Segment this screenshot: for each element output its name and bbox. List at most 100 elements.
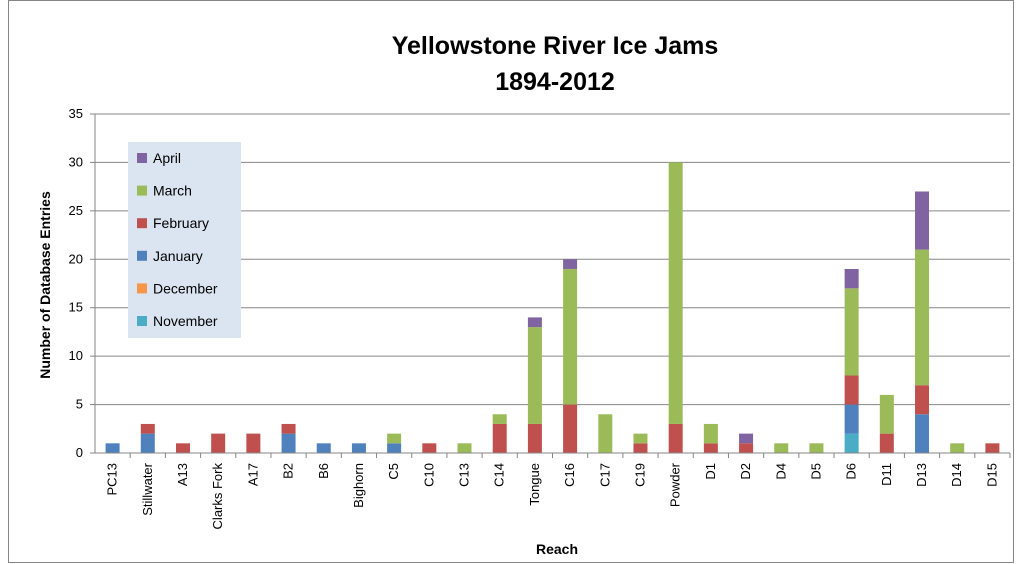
bar-segment [879, 433, 894, 453]
x-tick-label: D5 [808, 463, 823, 480]
bar-segment [668, 162, 683, 424]
bar-segment [633, 443, 648, 453]
x-tick-label: C19 [632, 463, 647, 487]
bar-segment [527, 327, 542, 424]
x-tick-label: D2 [738, 463, 753, 480]
legend-label: March [153, 183, 192, 199]
legend-label: January [153, 248, 203, 264]
bar-segment [563, 259, 578, 269]
x-tick-label: B2 [281, 463, 296, 479]
y-axis-title: Number of Database Entries [37, 191, 53, 379]
chart-title-line-2: 1894-2012 [495, 68, 615, 96]
bar-segment [844, 375, 859, 405]
bar-segment [844, 268, 859, 289]
x-tick-label: C16 [562, 463, 577, 487]
bar-segment [703, 443, 718, 453]
x-tick-label: C17 [597, 463, 612, 487]
bar-segment [281, 423, 296, 434]
bar-segment [703, 423, 718, 444]
legend-label: November [153, 313, 218, 329]
bar-segment [739, 433, 754, 444]
bar-segment [387, 433, 402, 444]
bar-segment [950, 443, 965, 453]
x-axis-title: Reach [536, 541, 578, 557]
x-tick-label: D15 [984, 463, 999, 487]
x-tick-label: C14 [492, 463, 507, 487]
bar-segment [598, 414, 613, 453]
bar-segment [563, 404, 578, 453]
bar-segment [140, 423, 155, 434]
x-tick-label: A17 [245, 463, 260, 486]
legend-swatch [137, 316, 147, 326]
bar-segment [844, 288, 859, 376]
y-tick-label: 30 [69, 154, 83, 169]
bar-segment [774, 443, 789, 453]
x-tick-label: D11 [879, 463, 894, 486]
y-tick-label: 35 [69, 106, 83, 121]
bar-segment [915, 249, 930, 386]
x-tick-label: D14 [949, 463, 964, 487]
y-tick-label: 25 [69, 203, 83, 218]
x-tick-label: Powder [668, 462, 683, 507]
x-tick-label: B6 [316, 463, 331, 479]
legend-swatch [137, 218, 147, 229]
bar-segment [316, 443, 331, 453]
chart-title-line-1: Yellowstone River Ice Jams [392, 32, 719, 60]
bar-segment [844, 433, 859, 453]
bar-segment [633, 433, 648, 444]
x-tick-label: A13 [175, 463, 190, 486]
x-tick-label: D4 [773, 463, 788, 480]
bar-segment [492, 423, 507, 453]
legend-box [128, 142, 241, 338]
bar-segment [175, 443, 190, 453]
bar-segment [527, 317, 542, 328]
bar-segment [246, 433, 261, 453]
legend: April March February January December Novembe… [128, 142, 241, 338]
bar-segment [563, 268, 578, 405]
bar-segment [351, 443, 366, 453]
bar-segment [915, 414, 930, 453]
y-tick-label: 15 [69, 300, 83, 315]
x-tick-label: Tongue [527, 463, 542, 506]
legend-label: December [153, 280, 218, 296]
bars [105, 162, 1000, 453]
bar-segment [879, 394, 894, 434]
x-tick-label: D6 [844, 463, 859, 480]
y-tick-label: 10 [69, 348, 83, 363]
x-tick-label: C5 [386, 463, 401, 480]
bar-segment [387, 443, 402, 453]
y-tick-label: 0 [76, 445, 83, 460]
x-tick-label: C13 [457, 463, 472, 487]
legend-swatch [137, 185, 147, 196]
bar-segment [105, 443, 120, 453]
y-tick-label: 5 [76, 397, 83, 412]
x-tick-label: D1 [703, 463, 718, 480]
bar-segment [457, 443, 472, 453]
legend-swatch [137, 250, 147, 261]
x-tick-label: D13 [914, 463, 929, 487]
x-tick-label: Clarks Fork [210, 463, 225, 530]
bar-segment [915, 191, 930, 250]
axes: 0 5 10 15 20 25 30 35 PC13 Stillwater A13 Clarks Fo… [69, 106, 1011, 530]
bar-segment [281, 433, 296, 453]
bar-segment [739, 443, 754, 453]
legend-swatch [137, 153, 147, 163]
bar-segment [844, 404, 859, 434]
bar-segment [140, 433, 155, 453]
bar-segment [211, 433, 226, 453]
bar-segment [985, 443, 1000, 453]
legend-swatch [137, 283, 147, 294]
bar-segment [809, 443, 824, 453]
x-tick-label: PC13 [105, 463, 120, 496]
bar-segment [915, 385, 930, 415]
legend-label: April [153, 150, 181, 166]
x-tick-label: Stillwater [140, 462, 155, 515]
y-tick-label: 20 [69, 251, 83, 266]
x-tick-label: C10 [421, 463, 436, 487]
bar-segment [492, 414, 507, 424]
bar-segment [668, 423, 683, 453]
x-tick-label: Bighorn [351, 463, 366, 508]
bar-segment [422, 443, 437, 453]
bar-segment [527, 423, 542, 453]
